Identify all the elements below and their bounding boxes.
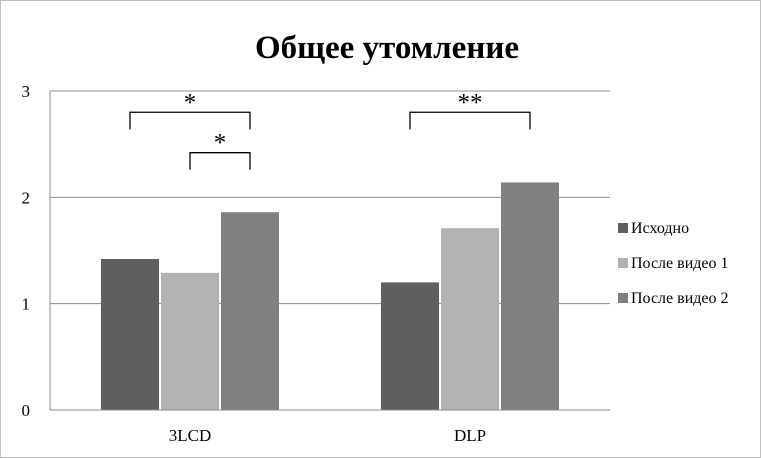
legend-swatch <box>618 223 628 233</box>
legend-label: После видео 2 <box>631 290 729 307</box>
x-tick-label: DLP <box>454 426 486 445</box>
legend-label: Исходно <box>631 220 689 237</box>
y-tick-label: 3 <box>22 82 31 101</box>
y-tick-label: 0 <box>22 401 31 420</box>
significance-label: * <box>214 130 227 157</box>
chart-title: Общее утомление <box>255 30 519 66</box>
bar <box>381 282 439 410</box>
y-tick-label: 2 <box>22 188 31 207</box>
bar <box>441 228 499 410</box>
significance-bracket <box>409 111 531 130</box>
significance-label: ** <box>458 89 483 116</box>
significance-bracket <box>189 152 251 170</box>
legend: Исходно После видео 1 После видео 2 <box>618 220 729 307</box>
bar <box>501 182 559 410</box>
significance-label: * <box>184 89 197 116</box>
significance-bracket <box>129 111 251 130</box>
significance-annotations: **** <box>129 89 531 170</box>
legend-swatch <box>618 293 628 303</box>
bar <box>161 272 219 410</box>
y-tick-label: 1 <box>22 295 31 314</box>
bars <box>101 182 559 410</box>
axes: 0 1 2 3 3LCD DLP <box>22 82 610 445</box>
legend-label: После видео 1 <box>631 255 729 272</box>
legend-swatch <box>618 258 628 268</box>
bar <box>101 259 159 410</box>
bar <box>221 212 279 410</box>
x-tick-label: 3LCD <box>169 426 212 445</box>
